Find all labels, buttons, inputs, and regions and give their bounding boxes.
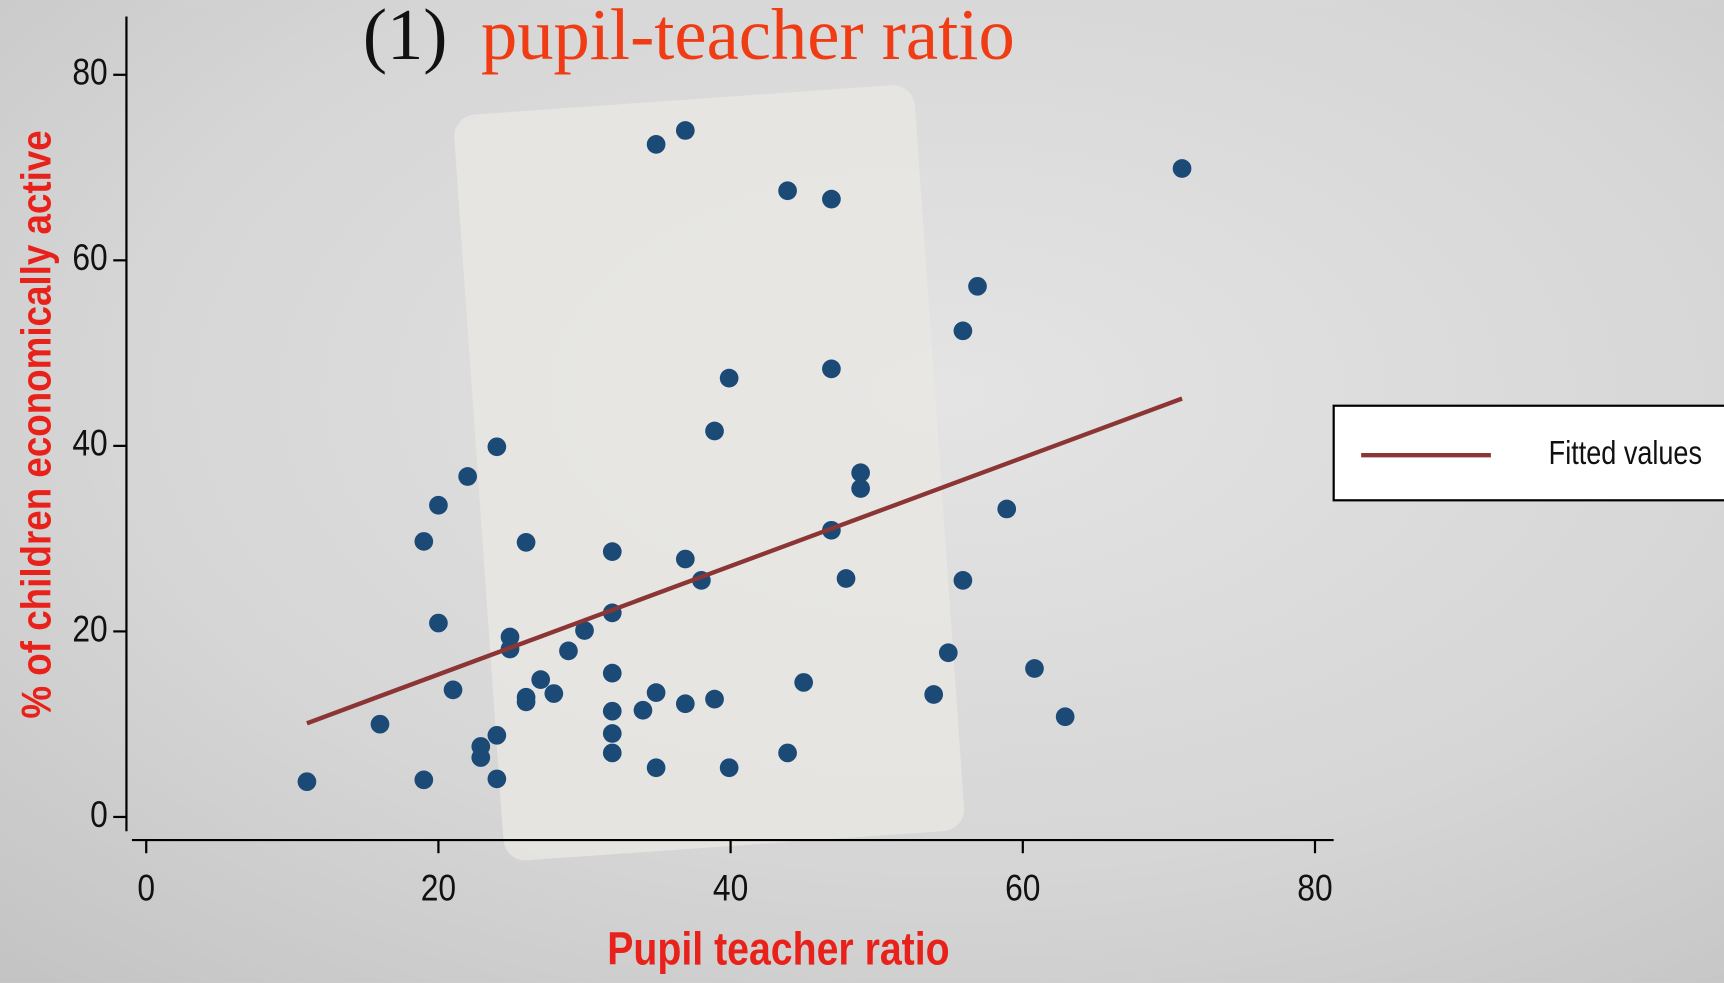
data-point xyxy=(414,532,433,551)
x-tick-label: 40 xyxy=(713,868,748,909)
data-point xyxy=(924,685,943,704)
data-point xyxy=(997,500,1016,519)
data-point xyxy=(444,681,463,700)
data-point xyxy=(954,571,973,590)
y-tick-label: 20 xyxy=(72,609,107,650)
data-point xyxy=(676,121,695,140)
data-point xyxy=(298,772,317,791)
data-point xyxy=(794,673,813,692)
data-point xyxy=(471,748,490,767)
data-point xyxy=(1025,659,1044,678)
data-point xyxy=(822,190,841,209)
y-axis-title: % of children economically active xyxy=(13,130,60,718)
data-point xyxy=(676,550,695,569)
title-text: pupil-teacher ratio xyxy=(481,0,1015,74)
data-point xyxy=(939,643,958,662)
data-point xyxy=(705,422,724,441)
x-tick-label: 60 xyxy=(1005,868,1040,909)
data-point xyxy=(488,770,507,789)
data-point xyxy=(1056,707,1075,726)
data-point xyxy=(647,758,666,777)
data-point xyxy=(488,726,507,745)
data-point xyxy=(603,664,622,683)
data-point xyxy=(531,670,550,689)
data-point xyxy=(954,321,973,340)
data-point xyxy=(603,724,622,743)
data-point xyxy=(517,693,536,712)
data-point xyxy=(414,770,433,789)
data-point xyxy=(837,569,856,588)
data-point xyxy=(1173,159,1192,178)
data-point xyxy=(429,614,448,633)
data-point xyxy=(458,467,477,486)
y-tick-label: 40 xyxy=(72,423,107,464)
data-point xyxy=(603,702,622,721)
data-point xyxy=(544,684,563,703)
data-point xyxy=(720,758,739,777)
title-prefix: (1) xyxy=(363,0,448,74)
data-point xyxy=(851,479,870,498)
data-point xyxy=(603,744,622,763)
data-point xyxy=(676,694,695,713)
chart: (1) pupil-teacher ratio Pupil teacher ra… xyxy=(0,0,1724,983)
y-tick-label: 80 xyxy=(72,52,107,93)
data-point xyxy=(488,437,507,456)
data-point xyxy=(429,496,448,515)
x-tick-label: 80 xyxy=(1297,868,1332,909)
x-tick-label: 0 xyxy=(137,868,155,909)
data-point xyxy=(778,744,797,763)
x-axis-title: Pupil teacher ratio xyxy=(607,923,949,975)
y-tick-label: 0 xyxy=(90,794,108,835)
data-point xyxy=(517,533,536,552)
y-tick-label: 60 xyxy=(72,238,107,279)
data-point xyxy=(559,642,578,661)
chart-title: (1) pupil-teacher ratio xyxy=(363,0,1015,74)
data-point xyxy=(647,683,666,702)
data-point xyxy=(705,690,724,709)
legend-label: Fitted values xyxy=(1549,435,1702,471)
data-point xyxy=(603,542,622,561)
background-slate xyxy=(453,84,966,862)
data-point xyxy=(720,369,739,388)
data-point xyxy=(647,135,666,154)
data-point xyxy=(968,277,987,296)
x-tick-label: 20 xyxy=(421,868,456,909)
data-point xyxy=(778,181,797,200)
data-point xyxy=(822,360,841,379)
data-point xyxy=(634,701,653,720)
data-point xyxy=(371,715,390,734)
